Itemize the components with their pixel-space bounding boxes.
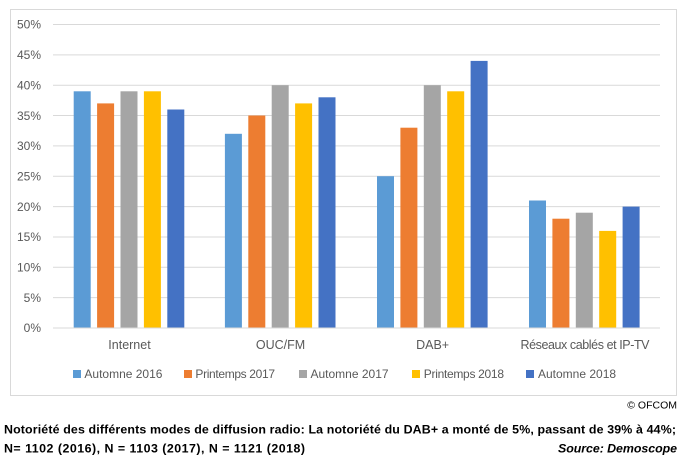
svg-text:Source: Demoscope: Source: Demoscope xyxy=(558,442,677,456)
svg-text:Notoriété des différents modes: Notoriété des différents modes de diffus… xyxy=(4,423,676,437)
svg-text:20%: 20% xyxy=(17,200,41,214)
svg-text:10%: 10% xyxy=(17,261,41,275)
svg-text:50%: 50% xyxy=(17,18,41,32)
svg-text:Printemps 2018: Printemps 2018 xyxy=(424,367,505,381)
svg-text:OUC/FM: OUC/FM xyxy=(256,338,305,352)
svg-text:40%: 40% xyxy=(17,78,41,92)
svg-text:25%: 25% xyxy=(17,169,41,183)
svg-text:0%: 0% xyxy=(24,321,42,335)
svg-text:45%: 45% xyxy=(17,48,41,62)
svg-text:DAB+: DAB+ xyxy=(416,338,449,352)
svg-text:© OFCOM: © OFCOM xyxy=(627,400,677,412)
svg-text:N= 1102 (2016), N = 1103 (2017: N= 1102 (2016), N = 1103 (2017), N = 112… xyxy=(4,442,305,456)
svg-text:5%: 5% xyxy=(24,291,42,305)
svg-text:15%: 15% xyxy=(17,230,41,244)
svg-text:Réseaux cablés et IP-TV: Réseaux cablés et IP-TV xyxy=(521,338,651,352)
svg-text:Automne 2016: Automne 2016 xyxy=(84,367,162,381)
svg-text:Printemps 2017: Printemps 2017 xyxy=(195,367,275,381)
svg-text:Internet: Internet xyxy=(108,338,151,352)
svg-text:30%: 30% xyxy=(17,139,41,153)
svg-text:Automne 2018: Automne 2018 xyxy=(538,367,616,381)
svg-text:35%: 35% xyxy=(17,109,41,123)
svg-text:Automne 2017: Automne 2017 xyxy=(311,367,389,381)
